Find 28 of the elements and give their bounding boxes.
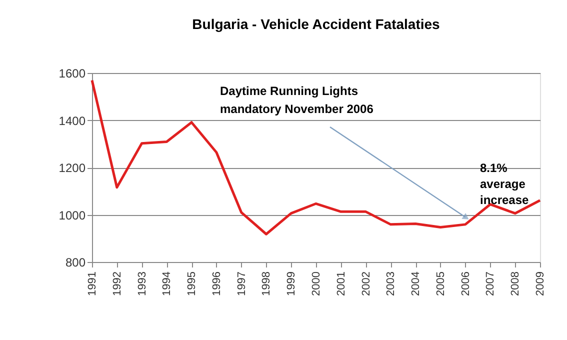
x-tick-label: 1998 [260, 272, 273, 296]
x-tick-label: 1997 [236, 272, 248, 296]
x-tick-label: 1991 [86, 272, 98, 296]
y-tick-label: 1600 [58, 66, 86, 80]
y-tick-label: 800 [65, 256, 86, 270]
x-tick-label: 2008 [510, 272, 522, 296]
x-tick-label: 1994 [161, 272, 174, 296]
x-tick-label: 2000 [310, 272, 322, 296]
x-tick-label: 1992 [111, 272, 124, 296]
x-tick-label: 2001 [335, 272, 348, 296]
x-tick-label: 2002 [360, 272, 372, 296]
x-tick-label: 2007 [484, 272, 497, 296]
y-tick-label: 1200 [58, 161, 86, 175]
x-tick-label: 2004 [410, 272, 422, 296]
annotation: 8.1% average increase [480, 161, 530, 207]
x-tick-label: 2003 [385, 272, 398, 296]
x-tick-label: 2006 [460, 272, 472, 296]
x-tick-label: 1995 [186, 272, 198, 296]
y-tick-label: 1400 [58, 114, 86, 128]
chart-title: Bulgaria - Vehicle Accident Fatalaties [192, 16, 440, 32]
x-tick-label: 1996 [210, 272, 223, 296]
y-tick-label: 1000 [58, 208, 86, 222]
line-series [90, 79, 542, 236]
x-tick-label: 1999 [286, 272, 298, 296]
x-tick-label: 1993 [136, 272, 148, 296]
x-tick-label: 2005 [434, 272, 447, 296]
x-tick-label: 2009 [534, 272, 546, 296]
annotation: Daytime Running Lights mandatory November 2006 [220, 84, 374, 116]
